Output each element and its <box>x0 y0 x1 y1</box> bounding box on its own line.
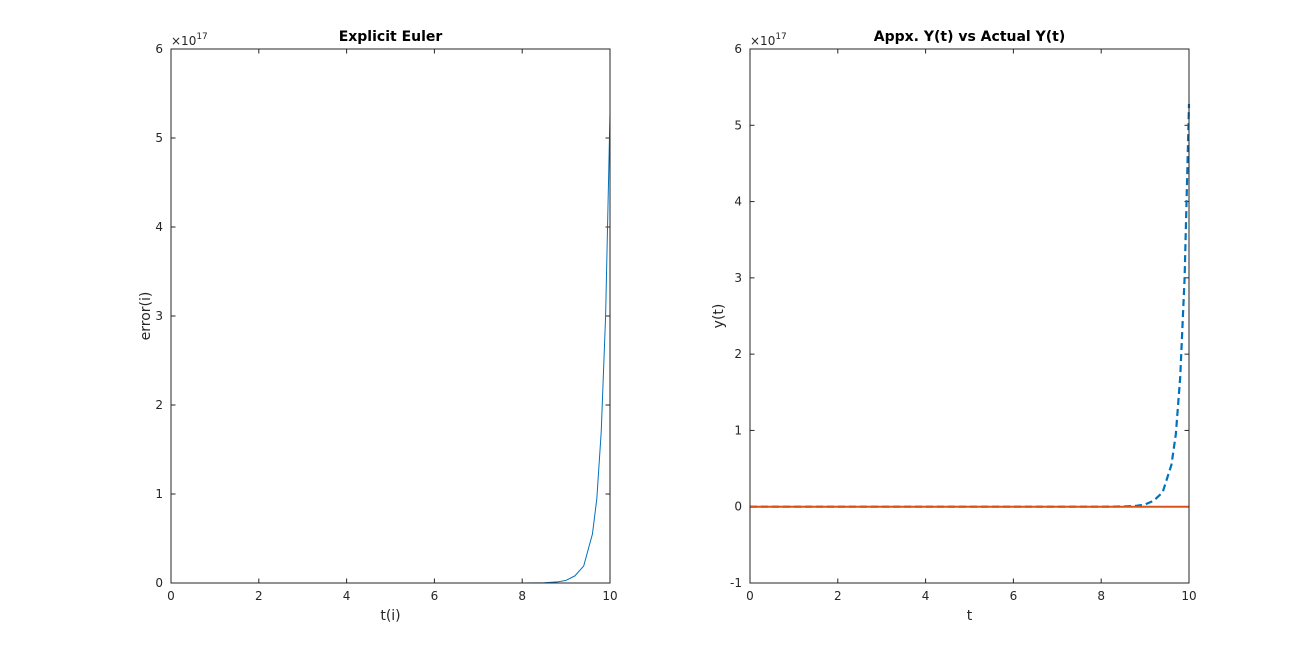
y-tick-label-left: 2 <box>155 398 163 412</box>
x-tick-label-left: 2 <box>255 589 263 603</box>
x-tick-label-left: 4 <box>343 589 351 603</box>
x-tick-label-left: 0 <box>167 589 175 603</box>
x-tick-label-left: 6 <box>431 589 439 603</box>
x-tick-label-right: 6 <box>1010 589 1018 603</box>
x-tick-label-right: 8 <box>1097 589 1105 603</box>
y-tick-label-right: 2 <box>734 347 742 361</box>
x-axis-label-right: t <box>967 608 973 624</box>
x-tick-label-right: 10 <box>1181 589 1196 603</box>
x-axis-label-left: t(i) <box>380 608 400 624</box>
y-tick-label-right: 6 <box>734 42 742 56</box>
series-right <box>750 103 1191 508</box>
chart-title-right: Appx. Y(t) vs Actual Y(t) <box>874 29 1065 45</box>
y-tick-label-right: 5 <box>734 118 742 132</box>
y-tick-label-left: 1 <box>155 487 163 501</box>
y-tick-label-right: 0 <box>734 500 742 514</box>
series-line-approx-right <box>750 103 1191 508</box>
chart-appx-vs-actual: Appx. Y(t) vs Actual Y(t) ×1017 t y(t) 0… <box>711 29 1197 624</box>
y-tick-label-left: 5 <box>155 131 163 145</box>
y-axis-label-right: y(t) <box>711 304 727 329</box>
y-tick-label-right: 4 <box>734 195 742 209</box>
axes-box-right <box>749 48 1190 584</box>
y-tick-label-right: -1 <box>730 576 742 590</box>
x-tick-label-left: 8 <box>518 589 526 603</box>
chart-title-left: Explicit Euler <box>339 29 443 45</box>
y-tick-label-right: 3 <box>734 271 742 285</box>
chart-explicit-euler: Explicit Euler ×1017 t(i) error(i) 0 2 4 6 8… <box>138 29 618 624</box>
x-tick-label-right: 0 <box>746 589 754 603</box>
y-tick-label-left: 3 <box>155 309 163 323</box>
x-tick-label-left: 10 <box>602 589 617 603</box>
y-tick-label-left: 6 <box>155 42 163 56</box>
y-exponent-left: ×1017 <box>171 32 208 48</box>
plot-area-right <box>750 49 1189 583</box>
plot-area-left <box>171 49 610 583</box>
y-axis-label-left: error(i) <box>138 292 154 341</box>
x-tick-label-right: 2 <box>834 589 842 603</box>
y-tick-label-left: 4 <box>155 220 163 234</box>
y-tick-label-left: 0 <box>155 576 163 590</box>
ticks-left: 0 2 4 6 8 10 0 1 2 3 4 5 6 <box>155 42 617 603</box>
y-tick-label-right: 1 <box>734 423 742 437</box>
y-exponent-right: ×1017 <box>750 32 787 48</box>
x-tick-label-right: 4 <box>922 589 930 603</box>
axes-box-left <box>170 48 611 584</box>
